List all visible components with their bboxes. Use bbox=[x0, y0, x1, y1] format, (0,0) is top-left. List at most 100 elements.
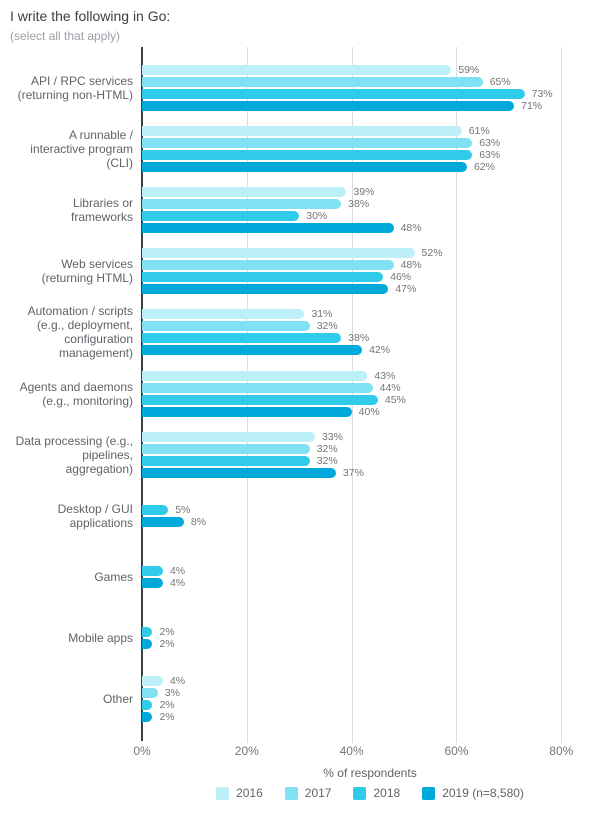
bar-2019 bbox=[142, 222, 394, 233]
gridline bbox=[561, 47, 563, 743]
bar-2018 bbox=[142, 627, 153, 638]
bar-2018 bbox=[142, 88, 525, 99]
value-label: 46% bbox=[390, 271, 412, 284]
category-row: Libraries or frameworks 39% 38% 30% 48% bbox=[0, 179, 598, 240]
bar-2017 bbox=[142, 443, 310, 454]
bar-line: 61% bbox=[142, 126, 598, 136]
value-label: 5% bbox=[175, 503, 191, 516]
bar-group: 4% 3% 2% 2% bbox=[142, 669, 598, 730]
category-row: Desktop / GUI applications 5% 8% bbox=[0, 485, 598, 546]
bar-line: 5% bbox=[142, 505, 598, 515]
bar-line: 30% bbox=[142, 211, 598, 221]
bar-line: 2% bbox=[142, 711, 598, 724]
bar-group: 2% 2% bbox=[142, 608, 598, 669]
bar-line: 2% bbox=[142, 639, 598, 650]
bar-2019 bbox=[142, 467, 336, 478]
legend-label: 2017 bbox=[304, 786, 332, 800]
legend-swatch bbox=[422, 786, 436, 800]
bar-line: 63% bbox=[142, 150, 598, 160]
bar-line: 33% bbox=[142, 430, 598, 443]
category-row: API / RPC services (returning non-HTML) 5… bbox=[0, 57, 598, 118]
bar-2017 bbox=[142, 321, 310, 332]
bar-line: 4% bbox=[142, 566, 598, 576]
category-label: A runnable / interactive program (CLI) bbox=[30, 127, 133, 170]
bar-line: 42% bbox=[142, 344, 598, 357]
bar-line: 62% bbox=[142, 162, 598, 172]
x-tick-label: 0% bbox=[133, 744, 151, 758]
value-label: 2% bbox=[159, 711, 175, 724]
x-tick-label: 80% bbox=[549, 744, 574, 758]
value-label: 63% bbox=[479, 148, 501, 161]
bar-2016 bbox=[142, 676, 163, 687]
bar-group: 39% 38% 30% 48% bbox=[142, 179, 598, 240]
value-label: 45% bbox=[384, 393, 406, 406]
legend-label: 2016 bbox=[236, 786, 263, 800]
bar-2016 bbox=[142, 431, 315, 442]
bar-2018 bbox=[142, 149, 473, 160]
bar-line: 43% bbox=[142, 369, 598, 382]
bar-2019 bbox=[142, 100, 515, 111]
bar-line: 71% bbox=[142, 99, 598, 112]
value-label: 31% bbox=[311, 308, 333, 321]
gridline bbox=[456, 47, 458, 743]
category-row: Web services (returning HTML) 52% 48% 46% 47… bbox=[0, 241, 598, 302]
bar-2019 bbox=[142, 284, 389, 295]
bar-group: 61% 63% 63% 62% bbox=[142, 118, 598, 179]
value-label: 3% bbox=[164, 687, 180, 700]
category-row: Other 4% 3% 2% 2% bbox=[0, 669, 598, 730]
bar-2016 bbox=[142, 370, 368, 381]
bar-line: 38% bbox=[142, 199, 598, 209]
chart-title: I write the following in Go: bbox=[10, 8, 171, 24]
value-label: 8% bbox=[190, 515, 207, 528]
legend-item: 2016 bbox=[216, 786, 263, 800]
bar-group: 43% 44% 45% 40% bbox=[142, 363, 598, 424]
bar-2017 bbox=[142, 688, 158, 699]
legend-swatch bbox=[284, 786, 298, 800]
value-label: 61% bbox=[468, 124, 490, 137]
bar-2017 bbox=[142, 382, 373, 393]
bar-line: 2% bbox=[142, 700, 598, 711]
value-label: 38% bbox=[348, 197, 370, 210]
legend-swatch bbox=[216, 786, 230, 800]
bar-line: 2% bbox=[142, 627, 598, 638]
bar-group: 4% 4% bbox=[142, 547, 598, 608]
value-label: 65% bbox=[489, 75, 511, 88]
value-label: 32% bbox=[316, 442, 338, 455]
legend-swatch bbox=[353, 786, 367, 800]
value-label: 59% bbox=[458, 63, 480, 76]
category-rows: API / RPC services (returning non-HTML) 5… bbox=[0, 57, 598, 730]
bar-2018 bbox=[142, 504, 169, 515]
bar-2018 bbox=[142, 566, 163, 577]
bar-line: 32% bbox=[142, 442, 598, 455]
value-label: 39% bbox=[353, 185, 375, 198]
value-label: 33% bbox=[321, 430, 343, 443]
value-label: 52% bbox=[421, 247, 443, 260]
bar-2018 bbox=[142, 333, 342, 344]
bar-line: 45% bbox=[142, 393, 598, 406]
x-tick-label: 60% bbox=[444, 744, 469, 758]
bar-2019 bbox=[142, 639, 153, 650]
value-label: 71% bbox=[521, 99, 543, 112]
bar-line: 46% bbox=[142, 272, 598, 282]
bar-2017 bbox=[142, 198, 342, 209]
value-label: 40% bbox=[358, 405, 380, 418]
value-label: 37% bbox=[342, 466, 364, 479]
category-row: A runnable / interactive program (CLI) 61… bbox=[0, 118, 598, 179]
bar-2019 bbox=[142, 161, 467, 172]
value-label: 42% bbox=[369, 344, 391, 357]
legend-label: 2019 (n=8,580) bbox=[442, 786, 524, 800]
bar-line: 47% bbox=[142, 284, 598, 294]
bar-group: 5% 8% bbox=[142, 485, 598, 546]
bar-2019 bbox=[142, 516, 184, 527]
value-label: 4% bbox=[169, 565, 186, 578]
value-label: 30% bbox=[306, 209, 328, 222]
value-label: 43% bbox=[374, 369, 396, 382]
category-label: Automation / scripts (e.g., deployment, … bbox=[27, 304, 133, 361]
category-label: Mobile apps bbox=[68, 631, 133, 646]
bar-line: 52% bbox=[142, 248, 598, 258]
category-label: Libraries or frameworks bbox=[70, 195, 133, 224]
legend: 2016 2017 2018 2019 (n=8,580) bbox=[142, 786, 598, 800]
x-tick-label: 40% bbox=[339, 744, 364, 758]
chart-subtitle: (select all that apply) bbox=[10, 29, 121, 43]
bar-line: 3% bbox=[142, 687, 598, 700]
